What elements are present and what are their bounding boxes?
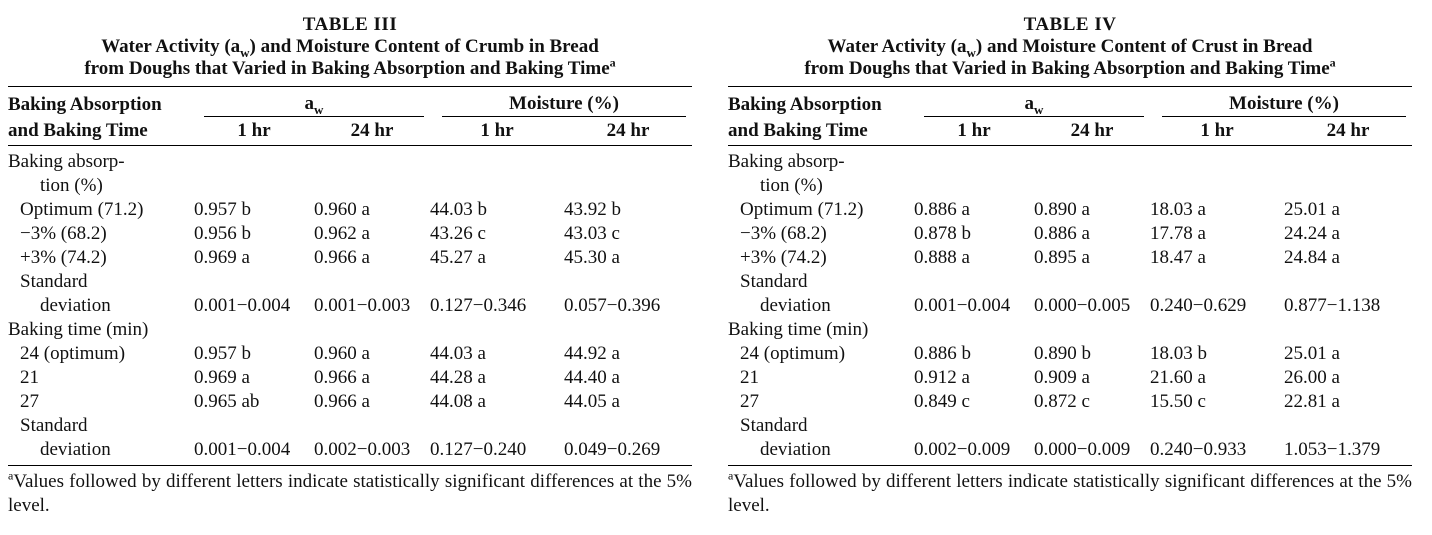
table-title-line1: Water Activity (aw) and Moisture Content… (827, 36, 1313, 60)
table-number: TABLE III (302, 14, 398, 35)
row-header: Baking Absorption and Baking Time (728, 94, 882, 141)
sd-label: Standard (20, 415, 88, 436)
table-caption: TABLE IV Water Activity (aw) and Moistur… (728, 14, 1412, 80)
top-rule (8, 86, 692, 87)
section-label: tion (%) (760, 175, 823, 196)
section-label: Baking absorp- (8, 151, 125, 172)
header-rule (8, 145, 692, 146)
section-label: Baking time (min) (8, 319, 149, 340)
table-iii: TABLE III Water Activity (aw) and Moistu… (8, 14, 692, 518)
table-row: 21 0.912 a 0.909 a 21.60 a 26.00 a (740, 367, 1340, 388)
table-row: +3% (74.2) 0.888 a 0.895 a 18.47 a 24.84… (740, 247, 1340, 268)
table-title-line2: from Doughs that Varied in Baking Absorp… (804, 55, 1336, 79)
table-number: TABLE IV (1023, 14, 1117, 35)
table-caption: TABLE III Water Activity (aw) and Moistu… (8, 14, 692, 80)
table-row: −3% (68.2) 0.956 b 0.962 a 43.26 c 43.03… (20, 223, 620, 244)
col-header: 1 hr (1200, 120, 1234, 141)
section-label: Baking time (min) (728, 319, 869, 340)
col-header: 24 hr (1070, 120, 1114, 141)
table-row: deviation 0.001−0.004 0.002−0.003 0.127−… (40, 439, 661, 460)
table-title-line1: Water Activity (aw) and Moisture Content… (101, 36, 599, 60)
col-header: 24 hr (1326, 120, 1370, 141)
sd-label: Standard (20, 271, 88, 292)
table-row: 21 0.969 a 0.966 a 44.28 a 44.40 a (20, 367, 620, 388)
table-iv: TABLE IV Water Activity (aw) and Moistur… (728, 14, 1412, 518)
data-table: Baking Absorption and Baking Time aw Moi… (8, 87, 692, 462)
table-row: 24 (optimum) 0.886 b 0.890 b 18.03 b 25.… (740, 343, 1340, 364)
row-header: Baking Absorption and Baking Time (8, 94, 162, 141)
bottom-rule (728, 465, 1412, 466)
section-label: tion (%) (40, 175, 103, 196)
table-row: 27 0.965 ab 0.966 a 44.08 a 44.05 a (20, 391, 620, 412)
sd-label: Standard (740, 415, 808, 436)
header-rule (728, 145, 1412, 146)
table-title-line2: from Doughs that Varied in Baking Absorp… (84, 55, 616, 79)
table-row: +3% (74.2) 0.969 a 0.966 a 45.27 a 45.30… (20, 247, 620, 268)
table-row: Optimum (71.2) 0.886 a 0.890 a 18.03 a 2… (740, 199, 1340, 220)
col-header: 24 hr (350, 120, 394, 141)
group-header-moisture: Moisture (%) (430, 87, 692, 117)
table-row: Optimum (71.2) 0.957 b 0.960 a 44.03 b 4… (20, 199, 621, 220)
table-footnote: aValues followed by different letters in… (8, 468, 692, 516)
table-row: 27 0.849 c 0.872 c 15.50 c 22.81 a (740, 391, 1340, 412)
col-header: 1 hr (237, 120, 271, 141)
bottom-rule (8, 465, 692, 466)
col-header: 1 hr (480, 120, 514, 141)
sd-label: Standard (740, 271, 808, 292)
table-row: 24 (optimum) 0.957 b 0.960 a 44.03 a 44.… (20, 343, 620, 364)
top-rule (728, 86, 1412, 87)
col-header: 24 hr (606, 120, 650, 141)
data-table: Baking Absorption and Baking Time aw Moi… (728, 87, 1412, 462)
group-header-aw: aw (194, 87, 430, 117)
table-row: deviation 0.001−0.004 0.001−0.003 0.127−… (40, 295, 661, 316)
table-row: −3% (68.2) 0.878 b 0.886 a 17.78 a 24.24… (740, 223, 1340, 244)
col-header: 1 hr (957, 120, 991, 141)
table-row: deviation 0.002−0.009 0.000−0.009 0.240−… (760, 439, 1381, 460)
section-label: Baking absorp- (728, 151, 845, 172)
group-header-moisture: Moisture (%) (1150, 87, 1412, 117)
table-footnote: aValues followed by different letters in… (728, 468, 1412, 516)
table-row: deviation 0.001−0.004 0.000−0.005 0.240−… (760, 295, 1381, 316)
group-header-aw: aw (914, 87, 1150, 117)
